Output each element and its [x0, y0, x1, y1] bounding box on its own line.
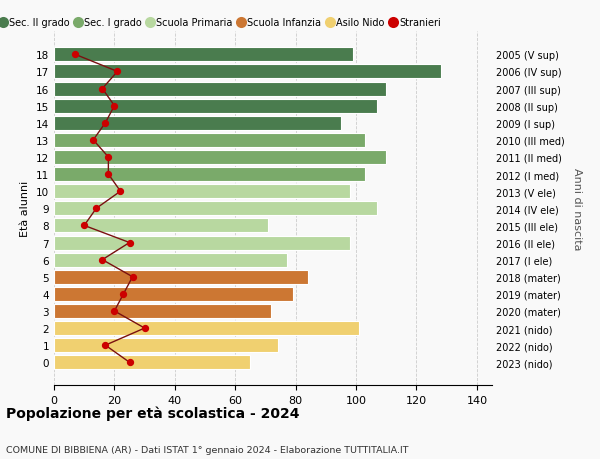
Y-axis label: Età alunni: Età alunni — [20, 181, 31, 237]
Point — [91, 205, 101, 213]
Bar — [54, 48, 353, 62]
Y-axis label: Anni di nascita: Anni di nascita — [572, 168, 581, 250]
Bar — [54, 134, 365, 147]
Bar — [54, 338, 278, 353]
Point — [104, 171, 113, 179]
Point — [104, 154, 113, 161]
Bar — [54, 151, 386, 165]
Bar — [54, 236, 350, 250]
Point — [113, 68, 122, 76]
Text: Popolazione per età scolastica - 2024: Popolazione per età scolastica - 2024 — [6, 405, 299, 420]
Point — [125, 359, 134, 366]
Bar — [54, 253, 287, 267]
Point — [101, 120, 110, 127]
Point — [110, 103, 119, 110]
Bar — [54, 168, 365, 182]
Point — [79, 222, 89, 230]
Bar — [54, 304, 271, 318]
Point — [110, 308, 119, 315]
Bar — [54, 270, 308, 284]
Text: COMUNE DI BIBBIENA (AR) - Dati ISTAT 1° gennaio 2024 - Elaborazione TUTTITALIA.I: COMUNE DI BIBBIENA (AR) - Dati ISTAT 1° … — [6, 445, 409, 454]
Bar — [54, 356, 250, 369]
Point — [88, 137, 98, 144]
Point — [98, 257, 107, 264]
Point — [101, 342, 110, 349]
Bar — [54, 65, 440, 79]
Point — [119, 291, 128, 298]
Point — [128, 274, 137, 281]
Bar — [54, 100, 377, 113]
Bar — [54, 287, 293, 301]
Bar — [54, 219, 268, 233]
Bar — [54, 321, 359, 336]
Point — [98, 86, 107, 93]
Point — [140, 325, 149, 332]
Point — [116, 188, 125, 196]
Bar — [54, 117, 341, 130]
Legend: Sec. II grado, Sec. I grado, Scuola Primaria, Scuola Infanzia, Asilo Nido, Stran: Sec. II grado, Sec. I grado, Scuola Prim… — [0, 14, 445, 32]
Point — [125, 239, 134, 246]
Bar — [54, 202, 377, 216]
Bar — [54, 82, 386, 96]
Bar — [54, 185, 350, 199]
Point — [70, 51, 80, 59]
